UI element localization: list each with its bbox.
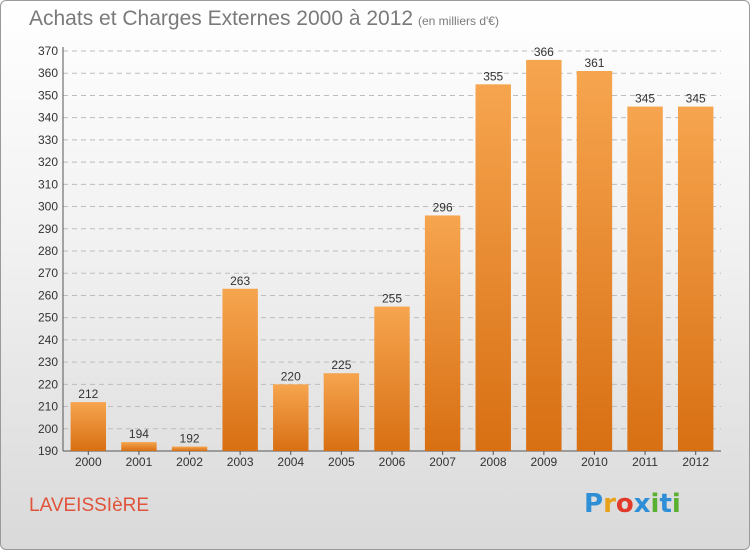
chart-title: Achats et Charges Externes 2000 à 2012: [29, 7, 414, 30]
bar: [171, 446, 208, 451]
bar: [121, 442, 157, 451]
logo-letter: t: [659, 489, 672, 519]
x-tick-label: 2010: [581, 455, 608, 469]
y-tick-label: 200: [38, 422, 58, 436]
y-tick-label: 350: [38, 88, 58, 102]
x-tick-label: 2005: [328, 455, 355, 469]
bar: [374, 306, 410, 451]
y-tick-label: 260: [38, 288, 58, 302]
y-tick-label: 290: [38, 222, 58, 236]
data-label: 345: [635, 92, 655, 106]
y-tick-label: 210: [38, 400, 58, 414]
data-label: 192: [180, 432, 200, 446]
x-tick-label: 2006: [379, 455, 406, 469]
x-tick-label: 2011: [632, 455, 658, 469]
bar: [273, 384, 309, 451]
bar: [677, 106, 714, 452]
y-tick-label: 300: [38, 200, 58, 214]
x-tick-label: 2004: [277, 455, 304, 469]
bar: [424, 215, 461, 451]
x-tick-label: 2009: [530, 455, 557, 469]
x-tick-label: 2007: [429, 455, 456, 469]
y-tick-label: 250: [38, 311, 58, 325]
y-tick-label: 360: [38, 66, 58, 80]
commune-name: LAVEISSIèRE: [29, 495, 150, 516]
data-label: 366: [534, 45, 554, 59]
y-tick-label: 310: [38, 177, 58, 191]
x-tick-label: 2003: [227, 455, 254, 469]
x-tick-label: 2012: [682, 455, 709, 469]
data-label: 355: [483, 69, 503, 83]
bar: [70, 402, 107, 451]
data-label: 263: [230, 274, 250, 288]
bar: [323, 373, 360, 451]
y-tick-label: 330: [38, 133, 58, 147]
bar: [627, 106, 663, 452]
bar: [526, 59, 562, 452]
data-label: 345: [686, 92, 706, 106]
y-tick-label: 240: [38, 333, 58, 347]
x-tick-label: 2002: [176, 455, 203, 469]
bar: [475, 84, 511, 451]
data-label: 225: [331, 358, 351, 372]
y-tick-label: 190: [38, 444, 58, 458]
data-label: 220: [281, 369, 301, 383]
logo-letter: P: [584, 489, 604, 519]
chart-subtitle: (en milliers d'€): [418, 14, 499, 28]
data-label: 212: [78, 387, 98, 401]
x-tick-label: 2000: [75, 455, 102, 469]
x-tick-labels: 2000 2001 2002 2003 2004 2005 2006 2007 2008 2009…: [75, 455, 709, 469]
bar: [222, 288, 258, 451]
logo-letter: o: [615, 489, 634, 519]
bar: [576, 71, 613, 451]
data-labels: 212 194 192 263 220 225 255 296 355 366 361 345 345: [78, 45, 706, 446]
y-tick-labels: 190 200 210 220 230 240 250 260 270 280 290 300 310 3…: [38, 44, 58, 458]
logo-letter: x: [633, 489, 651, 519]
y-tick-label: 220: [38, 377, 58, 391]
proxiti-logo: Proxiti: [584, 489, 681, 519]
y-tick-label: 340: [38, 111, 58, 125]
bars: [70, 59, 714, 452]
y-tick-label: 280: [38, 244, 58, 258]
y-tick-label: 370: [38, 44, 58, 58]
data-label: 194: [129, 427, 149, 441]
data-label: 296: [433, 200, 453, 214]
data-label: 361: [584, 56, 604, 70]
logo-letter: i: [671, 489, 681, 519]
data-label: 255: [382, 292, 402, 306]
logo-letter: i: [650, 489, 660, 519]
y-tick-label: 270: [38, 266, 58, 280]
y-tick-label: 320: [38, 155, 58, 169]
logo-letter: r: [603, 489, 616, 519]
x-tick-label: 2008: [480, 455, 507, 469]
x-tick-label: 2001: [126, 455, 153, 469]
y-tick-label: 230: [38, 355, 58, 369]
